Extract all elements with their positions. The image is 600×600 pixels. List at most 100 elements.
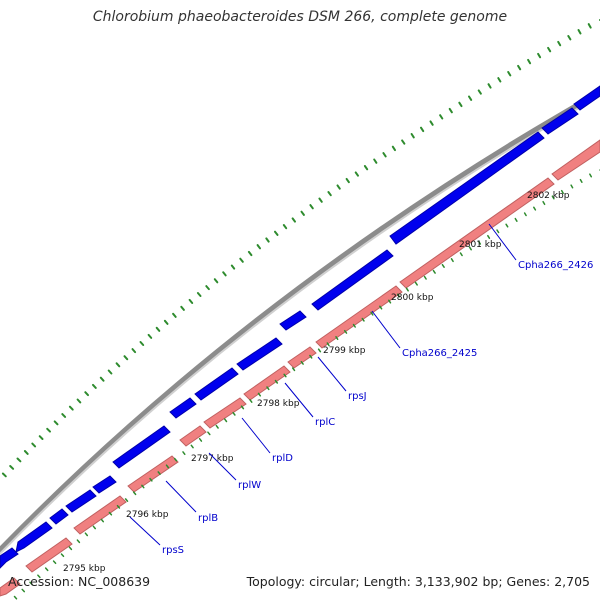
outer-tick — [282, 224, 288, 230]
outer-tick-ring — [1, 19, 600, 478]
outer-tick — [507, 71, 512, 77]
ruler-tick — [223, 418, 228, 423]
forward-gene-arrow[interactable] — [169, 397, 197, 419]
gene-label-rplB[interactable]: rplB — [198, 513, 218, 524]
forward-gene-arrow[interactable] — [541, 107, 579, 135]
outer-tick — [23, 450, 29, 455]
gene-label-cpha266-2425[interactable]: Cpha266_2425 — [402, 348, 477, 359]
ruler-tick — [132, 491, 137, 496]
gene-label-rplD[interactable]: rplD — [272, 453, 293, 464]
forward-gene-arrow[interactable] — [0, 547, 19, 569]
reverse-gene-arrow[interactable] — [551, 139, 600, 181]
leader-line — [317, 356, 347, 392]
ruler-tick — [76, 539, 81, 544]
gene-label-rplC[interactable]: rplC — [315, 417, 335, 428]
genome-backbone — [0, 89, 600, 554]
ruler-tick — [560, 189, 564, 194]
outer-tick — [354, 171, 359, 177]
tick-label: 2800 kbp — [391, 293, 434, 303]
ruler-tick — [335, 336, 339, 341]
ruler-tick — [13, 595, 18, 600]
ruler-tick — [182, 451, 186, 456]
outer-tick — [318, 197, 323, 203]
outer-tick — [373, 158, 378, 164]
forward-gene-arrow[interactable] — [194, 367, 239, 401]
ruler-tick — [141, 484, 145, 489]
forward-gene-arrow[interactable] — [112, 425, 171, 469]
ruler-tick — [533, 206, 537, 211]
ruler-tick — [423, 275, 427, 280]
ruler-tick — [589, 173, 593, 178]
forward-gene-arrow[interactable] — [573, 85, 600, 111]
ruler-tick — [100, 518, 105, 523]
outer-tick — [180, 305, 185, 311]
forward-gene-arrow[interactable] — [311, 249, 394, 311]
leader-line — [284, 382, 314, 418]
ruler-tick — [116, 504, 121, 509]
outer-tick — [123, 355, 129, 361]
gene-label-rpsJ[interactable]: rpsJ — [348, 391, 367, 402]
ruler-tick — [283, 373, 287, 378]
gene-label-cpha266-2426[interactable]: Cpha266_2426 — [518, 260, 593, 271]
tick-label: 2796 kbp — [126, 510, 169, 520]
ruler-tick — [157, 471, 161, 475]
forward-gene-arrow[interactable] — [49, 508, 69, 525]
reverse-gene-arrow[interactable] — [399, 177, 555, 289]
forward-gene-arrow[interactable] — [65, 489, 97, 513]
gene-label-rpsS[interactable]: rpsS — [162, 545, 184, 556]
reverse-strand-track — [0, 139, 600, 597]
ruler-tick — [257, 392, 262, 397]
reverse-gene-arrow[interactable] — [179, 425, 207, 447]
ruler-tick — [570, 184, 574, 189]
forward-gene-arrow[interactable] — [389, 131, 545, 245]
forward-gene-arrow[interactable] — [236, 337, 283, 371]
outer-tick — [587, 23, 592, 29]
outer-tick — [84, 391, 89, 397]
forward-gene-arrow[interactable] — [15, 521, 53, 553]
outer-tick — [309, 204, 314, 210]
ruler-tick — [190, 444, 194, 449]
reverse-gene-arrow[interactable] — [127, 455, 179, 493]
forward-gene-arrow[interactable] — [279, 310, 307, 331]
gene-label-rplW[interactable]: rplW — [238, 480, 261, 491]
gene-label-leaders — [129, 223, 517, 546]
ruler-tick — [37, 574, 41, 579]
outer-tick — [487, 83, 492, 89]
topology-text: Topology: circular; Length: 3,133,902 bp… — [246, 574, 590, 589]
ruler-tick — [215, 424, 219, 429]
ruler-tick — [44, 567, 49, 572]
ruler-tick — [396, 293, 401, 298]
outer-tick — [557, 40, 562, 47]
reverse-gene-arrow[interactable] — [73, 495, 127, 535]
outer-tick — [256, 244, 261, 250]
outer-tick — [291, 217, 296, 223]
outer-tick — [31, 442, 37, 448]
forward-gene-arrow[interactable] — [92, 475, 117, 494]
outer-tick — [577, 29, 582, 35]
reverse-gene-arrow[interactable] — [25, 537, 73, 573]
outer-tick — [107, 369, 113, 375]
outer-tick — [300, 210, 305, 216]
ruler-tick — [450, 258, 454, 263]
outer-tick — [9, 465, 15, 470]
ruler-tick — [68, 546, 73, 551]
outer-tick — [448, 107, 453, 114]
ruler-tick — [84, 532, 89, 537]
outer-tick — [163, 319, 169, 325]
outer-tick — [477, 89, 482, 95]
ruler-tick — [388, 299, 392, 304]
tick-label: 2801 kbp — [459, 240, 502, 250]
reverse-gene-arrow[interactable] — [0, 577, 21, 597]
reverse-gene-arrow[interactable] — [287, 346, 317, 369]
outer-tick — [517, 64, 522, 71]
tick-label: 2798 kbp — [257, 399, 300, 409]
ruler-tick-marks — [13, 169, 600, 600]
ruler-tick — [291, 367, 296, 372]
outer-tick — [274, 230, 279, 236]
reverse-gene-arrow[interactable] — [203, 397, 247, 429]
ruler-tick — [405, 287, 409, 292]
ruler-tick — [207, 431, 211, 436]
reverse-gene-arrow[interactable] — [315, 285, 403, 349]
reverse-gene-arrow[interactable] — [243, 365, 291, 401]
ruler-tick — [432, 269, 436, 274]
